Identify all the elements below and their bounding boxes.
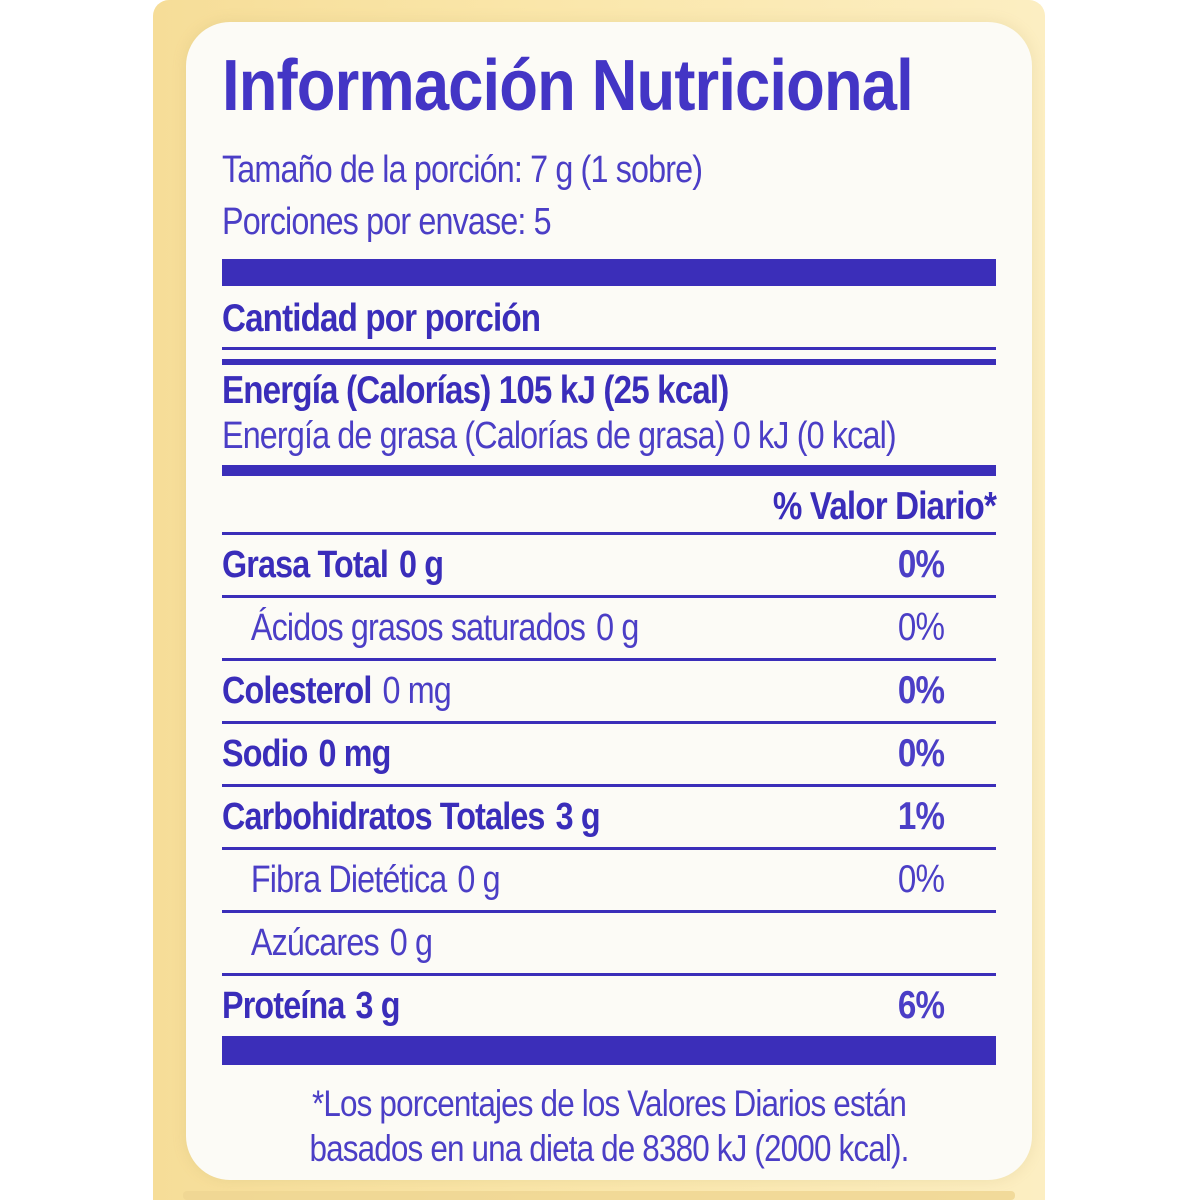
nutrient-amount: 3 g (555, 795, 601, 838)
nutrient-amount: 0 g (457, 858, 500, 901)
nutrient-daily-value-percent: 0% (897, 858, 945, 901)
divider-bar-bottom (222, 1036, 996, 1065)
nutrient-row: Carbohidratos Totales 3 g 1% (222, 787, 996, 847)
nutrient-name: Fibra Dietética (250, 858, 447, 901)
row-divider (222, 595, 996, 598)
nutrient-name: Azúcares (250, 921, 380, 964)
nutrient-daily-value-percent: 0% (897, 732, 945, 775)
nutrient-row: Grasa Total 0 g 0% (222, 535, 996, 595)
nutrient-name-cell: Sodio 0 mg (222, 733, 752, 776)
serving-size-text: Tamaño de la porción: 7 g (1 sobre) (222, 149, 703, 191)
rule-medium (222, 359, 996, 365)
nutrient-daily-value-percent: 0% (897, 543, 945, 586)
panel-title: Información Nutricional (222, 46, 914, 126)
nutrient-name-cell: Fibra Dietética 0 g (222, 859, 752, 902)
nutrient-daily-value-percent: 0% (897, 669, 945, 712)
nutrient-rows: Grasa Total 0 g 0% Ácidos grasos saturados 0… (222, 535, 996, 1036)
daily-value-footnote: *Los porcentajes de los Valores Diarios … (309, 1083, 909, 1169)
nutrient-amount: 0 g (389, 921, 433, 964)
nutrient-amount: 0 g (596, 606, 639, 649)
nutrient-name: Carbohidratos Totales (222, 795, 545, 838)
nutrient-name-cell: Colesterol 0 mg (222, 670, 752, 713)
nutrient-daily-value-percent: 6% (897, 984, 945, 1027)
row-divider (222, 721, 996, 724)
nutrient-row: Fibra Dietética 0 g 0% (222, 850, 996, 910)
row-divider (222, 658, 996, 661)
row-divider (222, 910, 996, 913)
divider-bar-top (222, 259, 996, 286)
row-divider (222, 784, 996, 787)
nutrient-row: Colesterol 0 mg 0% (222, 661, 996, 721)
nutrient-name: Colesterol (222, 669, 372, 712)
rule-thin (222, 347, 996, 350)
row-divider (222, 847, 996, 850)
divider-bar-medium (222, 465, 996, 476)
nutrient-name-cell: Ácidos grasos saturados 0 g (222, 607, 752, 650)
nutrient-name-cell: Proteína 3 g (222, 985, 752, 1028)
nutrient-name: Ácidos grasos saturados (250, 606, 586, 649)
nutrient-daily-value-percent: 1% (897, 795, 945, 838)
daily-value-header: % Valor Diario* (772, 485, 997, 528)
nutrient-amount: 0 mg (318, 732, 392, 775)
nutrient-row: Proteína 3 g 6% (222, 976, 996, 1036)
energy-line: Energía (Calorías) 105 kJ (25 kcal) (222, 369, 729, 412)
nutrient-row: Ácidos grasos saturados 0 g 0% (222, 598, 996, 658)
package-bottom-shade (183, 1191, 1015, 1200)
nutrient-amount: 3 g (355, 984, 400, 1027)
servings-per-container-text: Porciones por envase: 5 (222, 201, 552, 243)
nutrition-facts-panel: Información Nutricional Tamaño de la por… (186, 22, 1032, 1180)
row-divider (222, 973, 996, 976)
nutrient-daily-value-percent: 0% (897, 606, 945, 649)
nutrient-row: Azúcares 0 g (222, 913, 996, 973)
nutrient-name-cell: Azúcares 0 g (222, 922, 752, 965)
nutrient-amount: 0 mg (382, 669, 452, 712)
rule-thin (222, 532, 996, 535)
nutrient-row: Sodio 0 mg 0% (222, 724, 996, 784)
energy-from-fat-line: Energía de grasa (Calorías de grasa) 0 k… (222, 415, 897, 457)
package-background: Información Nutricional Tamaño de la por… (153, 0, 1045, 1200)
nutrient-name: Grasa Total (222, 543, 389, 586)
nutrient-name-cell: Carbohidratos Totales 3 g (222, 796, 752, 839)
nutrient-name-cell: Grasa Total 0 g (222, 544, 752, 587)
nutrient-name: Sodio (222, 732, 308, 775)
nutrient-name: Proteína (222, 984, 345, 1027)
amount-per-serving-heading: Cantidad por porción (222, 297, 541, 340)
nutrient-amount: 0 g (399, 543, 444, 586)
